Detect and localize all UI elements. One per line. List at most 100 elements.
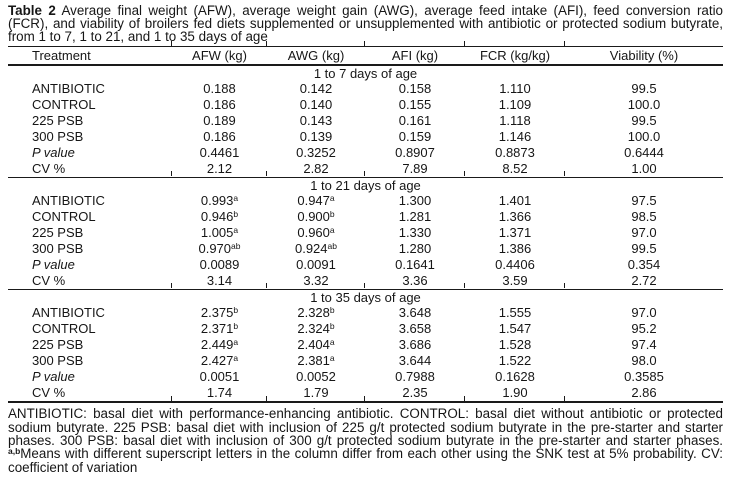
cell-value: 1.109 xyxy=(498,97,532,113)
cell-value: 0.0051 xyxy=(199,369,240,385)
cell-value: 1.300 xyxy=(398,193,432,209)
cell-value: 0.188 xyxy=(203,81,236,97)
col-header-awg: AWG (kg) xyxy=(267,46,365,67)
p-value-row: P value 0.0051 0.0052 0.7988 0.1628 0.35… xyxy=(8,369,723,385)
cell-superscript: ab xyxy=(327,241,337,252)
cell-value: 3.686 xyxy=(398,337,432,353)
cell-value: 1.555 xyxy=(498,305,532,321)
cell-value: 97.0 xyxy=(631,305,657,321)
cell-value: 1.528 xyxy=(498,337,532,353)
cell-superscript: ab xyxy=(231,241,241,252)
section-header-1to7: 1 to 7 days of age xyxy=(313,66,418,82)
cell-value: 3.658 xyxy=(398,321,432,337)
row-label: CONTROL xyxy=(32,97,96,113)
row-label: P value xyxy=(32,257,75,273)
table-row: 300 PSB 0.970ab 0.924ab 1.280 1.386 99.5 xyxy=(8,241,723,257)
cell-value: 0.140 xyxy=(299,97,333,113)
cell-value: 0.1641 xyxy=(395,257,435,273)
cell-superscript: b xyxy=(329,209,335,220)
table-number: Table 2 xyxy=(8,3,56,18)
cell-value: 0.158 xyxy=(398,81,432,97)
cell-value: 0.142 xyxy=(299,81,333,97)
cell-value: 1.110 xyxy=(499,81,531,97)
section-label: 1 to 21 days of age xyxy=(310,178,421,194)
table-row: 300 PSB 0.186 0.139 0.159 1.146 100.0 xyxy=(8,129,723,145)
cell-value: 97.0 xyxy=(631,225,657,241)
cell-value: 1.118 xyxy=(499,113,531,129)
cell-value: 95.2 xyxy=(631,321,657,337)
table-row: ANTIBIOTIC 2.375b 2.328b 3.648 1.555 97.… xyxy=(8,305,723,321)
p-value-row: P value 0.0089 0.0091 0.1641 0.4406 0.35… xyxy=(8,257,723,273)
table-row: ANTIBIOTIC 0.188 0.142 0.158 1.110 99.5 xyxy=(8,81,723,97)
footnote-text-2: Means with different superscript letters… xyxy=(8,446,723,475)
cell-superscript: b xyxy=(233,305,239,316)
cell-value: 98.5 xyxy=(631,209,657,225)
cell-value: 0.993 xyxy=(200,193,234,209)
footnote-superscript: a,b xyxy=(8,446,21,457)
cell-value: 2.375 xyxy=(200,305,234,321)
col-header-fcr: FCR (kg/kg) xyxy=(465,46,565,67)
cell-value: 99.5 xyxy=(631,241,657,257)
table-title: Table 2 Average final weight (AFW), aver… xyxy=(8,3,724,44)
cell-value: 0.1628 xyxy=(495,369,535,385)
row-label: CONTROL xyxy=(32,321,96,337)
cell-value: 0.947 xyxy=(297,193,330,209)
cell-value: 3.644 xyxy=(398,353,432,369)
cell-superscript: b xyxy=(329,321,335,332)
cell-superscript: b xyxy=(233,321,239,332)
table-footnote: ANTIBIOTIC: basal diet with performance-… xyxy=(8,407,723,475)
column-ticks xyxy=(8,41,723,47)
cell-value: 0.143 xyxy=(299,113,333,129)
section-header-1to35: 1 to 35 days of age xyxy=(8,283,723,306)
cell-value: 0.3585 xyxy=(624,369,664,385)
cell-value: 2.449 xyxy=(200,337,234,353)
cell-value: 1.366 xyxy=(498,209,532,225)
cell-value: 0.161 xyxy=(398,113,432,129)
column-ticks xyxy=(8,396,723,402)
cell-value: 1.281 xyxy=(398,209,432,225)
cell-value: 97.5 xyxy=(631,193,657,209)
col-header-treatment: Treatment xyxy=(8,46,172,67)
cell-superscript: a xyxy=(329,337,335,348)
table-row: 225 PSB 1.005a 0.960a 1.330 1.371 97.0 xyxy=(8,225,723,241)
cell-value: 0.4406 xyxy=(495,257,535,273)
cell-value: 0.946 xyxy=(200,209,234,225)
row-label: 225 PSB xyxy=(32,337,84,353)
cell-value: 1.386 xyxy=(498,241,532,257)
cell-value: 2.371 xyxy=(200,321,234,337)
cell-value: 0.4461 xyxy=(199,145,240,161)
cell-value: 98.0 xyxy=(631,353,657,369)
cell-value: 0.139 xyxy=(299,129,333,145)
cell-value: 0.0089 xyxy=(199,257,240,273)
cell-value: 1.005 xyxy=(200,225,234,241)
row-label: ANTIBIOTIC xyxy=(32,305,105,321)
cell-value: 0.354 xyxy=(627,257,661,273)
cell-value: 97.4 xyxy=(631,337,657,353)
cell-value: 0.924 xyxy=(294,241,328,257)
row-label: ANTIBIOTIC xyxy=(32,81,105,97)
table-row: 225 PSB 2.449a 2.404a 3.686 1.528 97.4 xyxy=(8,337,723,353)
col-header-viability: Viability (%) xyxy=(565,46,723,67)
cell-value: 0.155 xyxy=(398,97,432,113)
cell-superscript: a xyxy=(233,353,239,364)
cell-value: 99.5 xyxy=(631,113,657,129)
col-header-afw: AFW (kg) xyxy=(172,46,267,67)
table-bottom-rule xyxy=(8,396,723,405)
cell-value: 0.970 xyxy=(198,241,232,257)
cell-value: 1.401 xyxy=(498,193,532,209)
table-row: CONTROL 0.946b 0.900b 1.281 1.366 98.5 xyxy=(8,209,723,225)
cell-superscript: b xyxy=(329,305,335,316)
table-caption: Average final weight (AFW), average weig… xyxy=(8,3,724,44)
table-row: 300 PSB 2.427a 2.381a 3.644 1.522 98.0 xyxy=(8,353,723,369)
cell-value: 1.522 xyxy=(498,353,532,369)
cell-superscript: a xyxy=(233,225,239,236)
row-label: P value xyxy=(32,369,75,385)
cell-superscript: a xyxy=(233,337,239,348)
cell-value: 2.324 xyxy=(297,321,330,337)
p-value-row: P value 0.4461 0.3252 0.8907 0.8873 0.64… xyxy=(8,145,723,161)
row-label: 225 PSB xyxy=(32,225,84,241)
column-ticks xyxy=(8,283,723,289)
cell-value: 0.3252 xyxy=(296,145,336,161)
section-header-1to21: 1 to 21 days of age xyxy=(8,171,723,194)
cell-value: 0.8873 xyxy=(495,145,535,161)
